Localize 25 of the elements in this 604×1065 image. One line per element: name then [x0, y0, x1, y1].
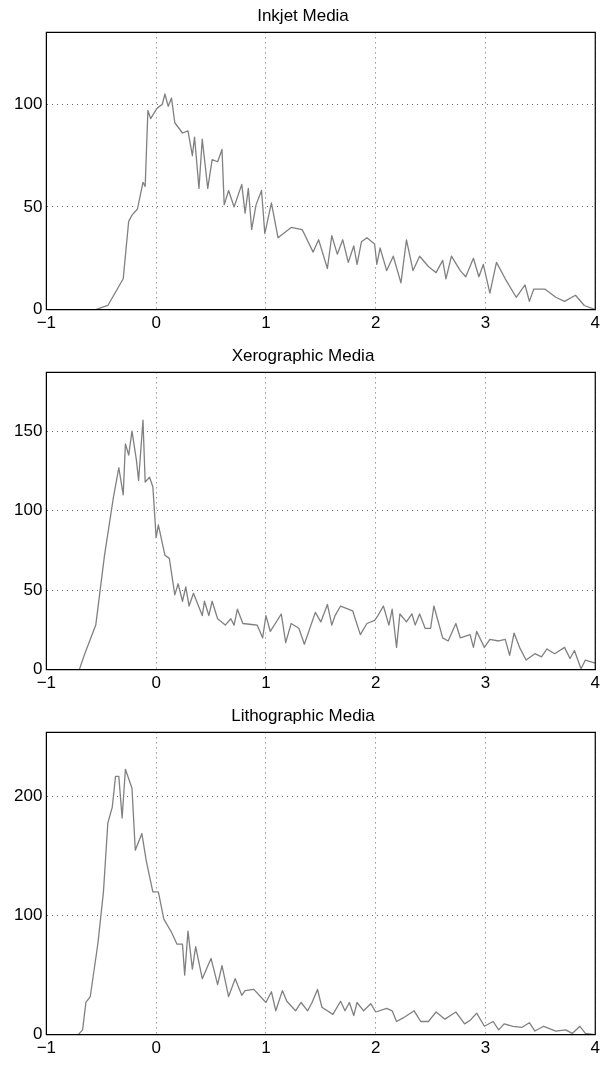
y-tick-label: 100 [13, 500, 43, 520]
y-tick-label: 100 [13, 905, 43, 925]
chart-title: Inkjet Media [257, 5, 350, 25]
x-tick-label: 0 [151, 313, 161, 333]
y-tick-label: 200 [13, 786, 43, 806]
x-tick-label: 4 [590, 1038, 601, 1058]
x-tick-label: 2 [370, 313, 381, 333]
y-tick-label: 50 [23, 196, 43, 216]
chart-title: Xerographic Media [231, 345, 375, 365]
x-tick-label: 3 [480, 1038, 491, 1058]
y-tick-label: 50 [23, 579, 43, 599]
x-tick-label: 2 [370, 1038, 381, 1058]
x-tick-label: 4 [590, 313, 601, 333]
x-tick-label: 1 [261, 673, 271, 693]
x-tick-label: 1 [261, 1038, 271, 1058]
y-tick-label: 150 [13, 420, 43, 440]
y-tick-label: 100 [13, 93, 43, 113]
x-tick-label: 3 [480, 673, 491, 693]
x-tick-label: 0 [151, 673, 161, 693]
x-tick-label: 1 [261, 313, 271, 333]
x-tick-label: 2 [370, 673, 381, 693]
chart-title: Lithographic Media [231, 705, 376, 725]
x-tick-label: 3 [480, 313, 491, 333]
x-tick-label: 4 [590, 673, 601, 693]
x-tick-label: 0 [151, 1038, 161, 1058]
